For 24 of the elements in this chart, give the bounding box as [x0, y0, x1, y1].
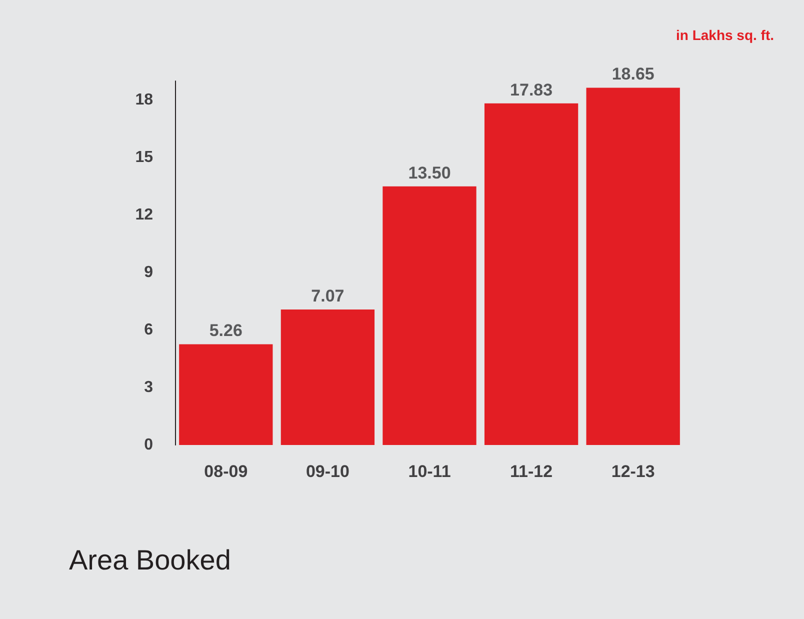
x-tick-label: 08-09	[204, 462, 248, 481]
bar	[484, 103, 578, 445]
text: in Lakhs sq. ft.	[676, 27, 774, 43]
text: Area Booked	[69, 544, 231, 576]
x-tick-label: 12-13	[611, 462, 655, 481]
y-tick-label: 15	[135, 149, 154, 166]
bar	[280, 310, 375, 445]
data-label: 18.65	[612, 64, 654, 84]
y-tick-label: 0	[144, 436, 154, 454]
data-label: 5.26	[209, 321, 242, 340]
y-tick-label: 12	[135, 206, 154, 224]
data-label: 13.50	[408, 163, 451, 182]
x-tick-label: 10-11	[408, 462, 451, 481]
bar	[382, 186, 476, 445]
y-tick-label: 3	[144, 379, 154, 396]
bar	[179, 344, 273, 445]
bar	[586, 88, 680, 445]
data-label: 7.07	[311, 286, 344, 306]
y-tick-label: 9	[144, 264, 154, 282]
x-tick-label: 11-12	[510, 462, 553, 481]
x-tick-label: 09-10	[306, 462, 350, 481]
data-label: 17.83	[510, 80, 553, 100]
y-tick-label: 18	[135, 92, 154, 109]
y-tick-label: 6	[144, 322, 154, 339]
